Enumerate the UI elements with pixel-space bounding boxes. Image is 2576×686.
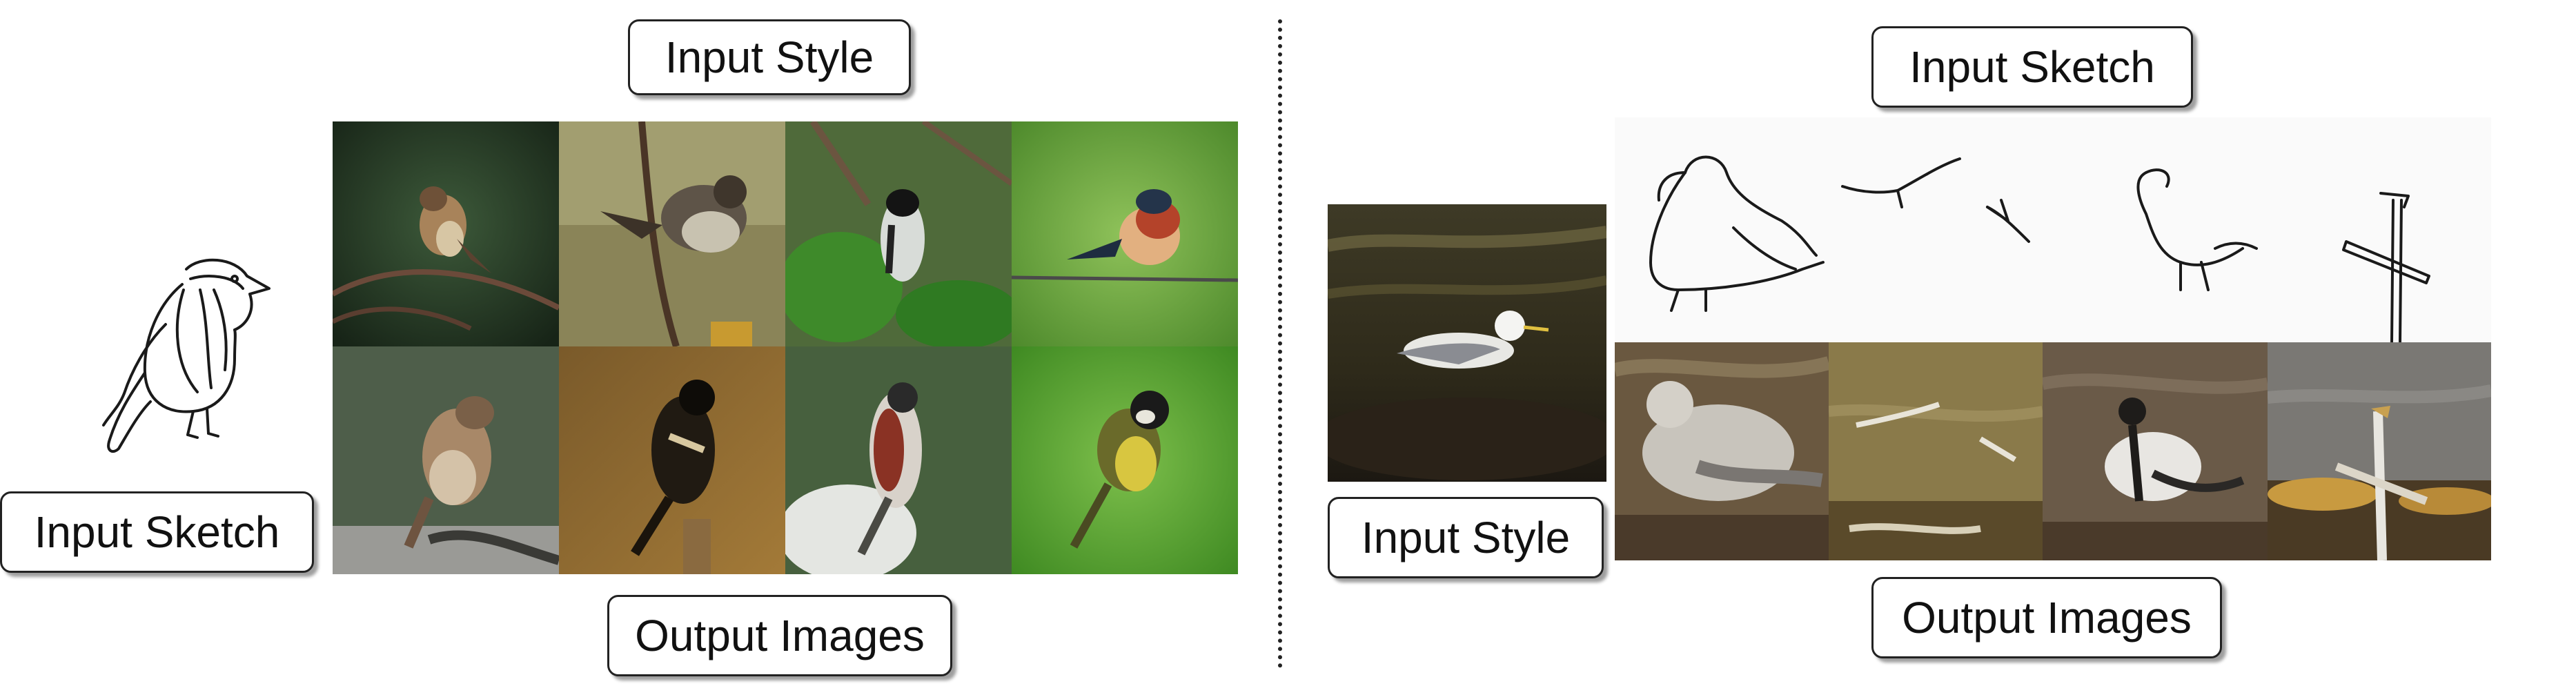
- right-output-images-label: Output Images: [1871, 577, 2222, 658]
- right-output-image-3: [2043, 342, 2268, 560]
- right-sketch-strip: [1615, 117, 2491, 342]
- left-output-image-3: [785, 121, 1012, 346]
- left-input-sketch-label: Input Sketch: [0, 491, 314, 573]
- left-output-image-4: [1012, 121, 1238, 346]
- right-input-sketch-label: Input Sketch: [1871, 26, 2193, 108]
- left-input-sketch: [28, 207, 311, 469]
- left-output-image-1: [333, 121, 559, 346]
- right-output-image-2: [1829, 342, 2043, 560]
- left-output-image-8: [1012, 346, 1238, 574]
- right-input-sketch-3: [2105, 159, 2270, 311]
- right-output-image-1: [1615, 342, 1829, 560]
- left-output-image-5: [333, 346, 559, 574]
- panel-divider: [1278, 19, 1282, 668]
- left-output-images-label: Output Images: [607, 595, 952, 676]
- left-output-image-7: [785, 346, 1012, 574]
- right-input-style-label: Input Style: [1328, 497, 1604, 578]
- left-input-style-label: Input Style: [628, 19, 911, 95]
- right-output-image-4: [2268, 342, 2491, 560]
- left-output-image-2: [559, 121, 785, 346]
- left-output-image-6: [559, 346, 785, 574]
- right-input-sketch-1: [1623, 145, 1837, 324]
- right-input-sketch-4: [2332, 186, 2470, 342]
- right-input-style-image: [1328, 204, 1606, 482]
- right-input-sketch-2: [1836, 152, 2043, 262]
